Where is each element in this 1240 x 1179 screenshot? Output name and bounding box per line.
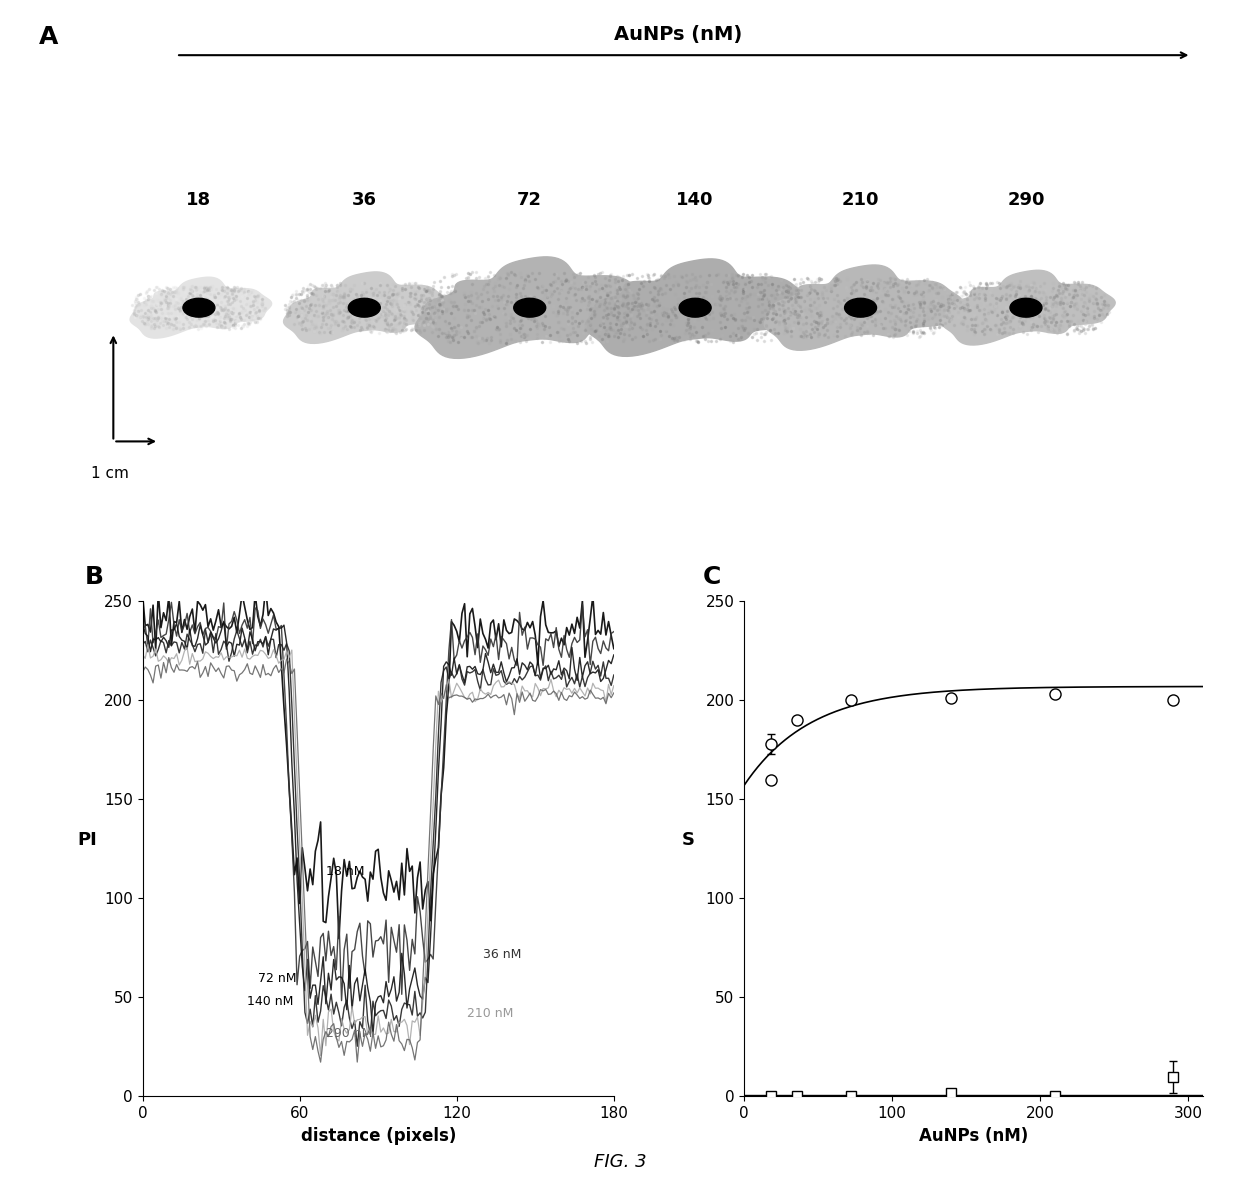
Ellipse shape [1011,298,1042,317]
Text: 18: 18 [186,191,212,209]
Text: 1 cm: 1 cm [91,466,129,481]
Text: FIG. 3: FIG. 3 [594,1153,646,1171]
Text: 290 nM: 290 nM [326,1027,372,1040]
Y-axis label: S: S [682,831,696,849]
Polygon shape [130,277,272,338]
Polygon shape [941,270,1115,345]
X-axis label: AuNPs (nM): AuNPs (nM) [919,1127,1028,1145]
Text: C: C [703,565,722,588]
Ellipse shape [348,298,381,317]
Y-axis label: PI: PI [77,831,97,849]
Text: 72 nM: 72 nM [258,971,296,984]
Polygon shape [764,265,962,350]
Ellipse shape [844,298,877,317]
Text: B: B [84,565,103,588]
Polygon shape [415,257,651,358]
Text: 210: 210 [842,191,879,209]
Text: AuNPs (nM): AuNPs (nM) [614,26,743,45]
Text: 210 nM: 210 nM [467,1007,513,1020]
Polygon shape [284,272,450,343]
Text: 36: 36 [352,191,377,209]
Text: 140 nM: 140 nM [247,995,294,1008]
Text: 290: 290 [1007,191,1045,209]
Ellipse shape [184,298,215,317]
Polygon shape [585,259,811,356]
Ellipse shape [680,298,711,317]
X-axis label: distance (pixels): distance (pixels) [300,1127,456,1145]
Ellipse shape [513,298,546,317]
Text: 18 nM: 18 nM [326,864,365,877]
Text: A: A [40,26,58,50]
Text: 72: 72 [517,191,542,209]
Text: 140: 140 [676,191,714,209]
Text: 36 nM: 36 nM [482,948,521,961]
